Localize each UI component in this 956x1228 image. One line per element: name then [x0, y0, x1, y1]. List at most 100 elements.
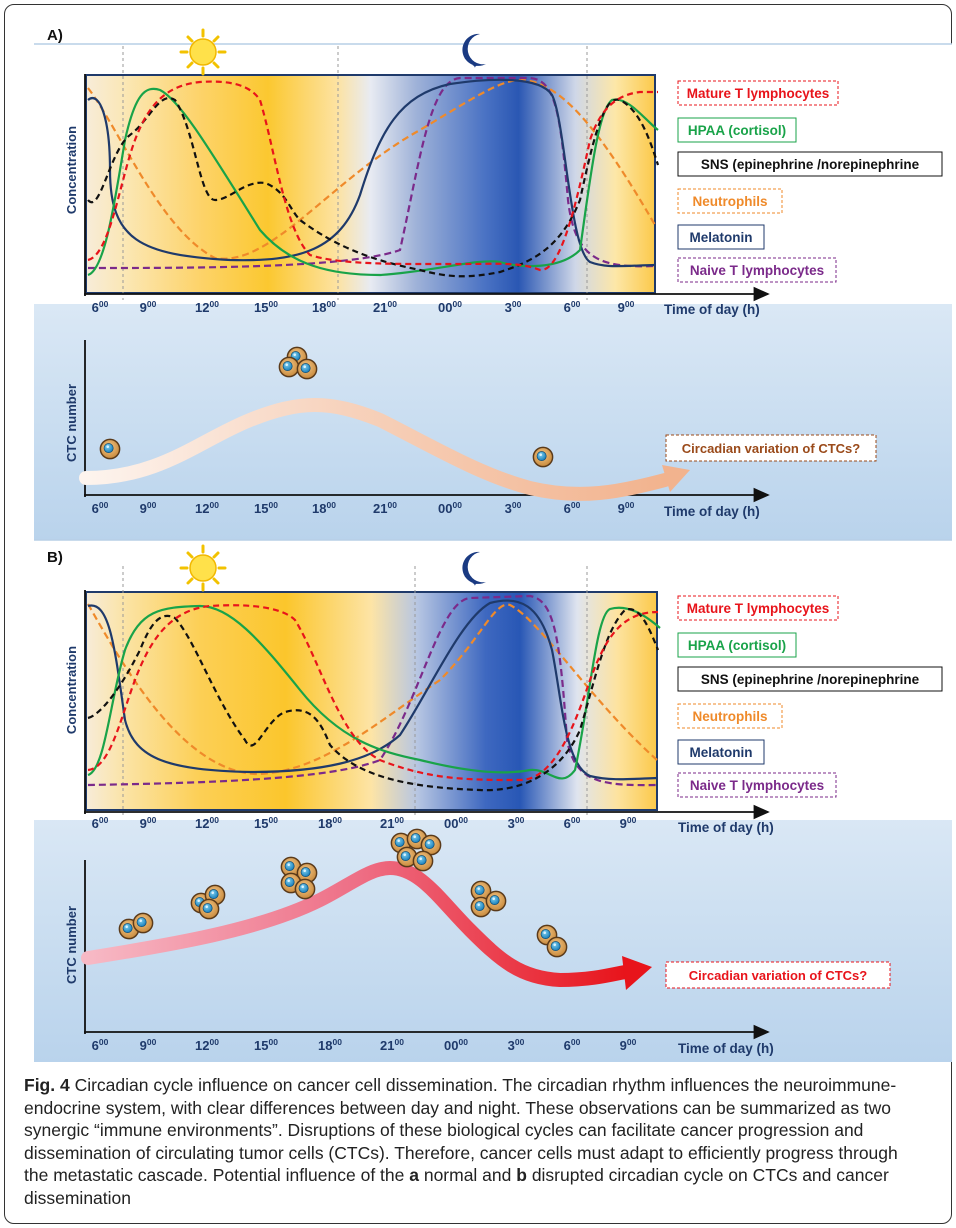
caption-text-2: normal and	[418, 1165, 517, 1185]
tick-label: 900	[618, 500, 635, 516]
legend-item: HPAA (cortisol)	[688, 123, 786, 138]
tick-label: 1800	[318, 815, 342, 831]
panel-a-ticks-top: 600 900 1200 1500 1800 2100 0000 300 600 900	[92, 299, 635, 315]
tick-label: 1800	[312, 299, 336, 315]
tumor-cell-icon	[132, 912, 154, 934]
tick-label: 300	[508, 1037, 525, 1053]
panel-a-ylabel-bottom: CTC number	[64, 384, 79, 462]
legend-box	[677, 117, 797, 143]
panel-b-ticks-top: 600 900 1200 1500 1800 2100 0000 300 600 900	[92, 815, 637, 831]
tick-label: 600	[92, 500, 109, 516]
panel-b-xlabel-bottom: Time of day (h)	[678, 1041, 774, 1056]
panel-b: B) Concentration Time of day (h) 600 900 1…	[34, 539, 952, 1062]
tumor-cell-icon	[294, 878, 316, 900]
panel-a-xlabel-top: Time of day (h)	[664, 302, 760, 317]
panel-b-ctc-question-box	[665, 961, 891, 989]
legend-item: Neutrophils	[692, 709, 767, 724]
tumor-cell-icon	[296, 358, 318, 380]
tick-label: 600	[92, 815, 109, 831]
legend-box	[677, 151, 943, 177]
tick-label: 1800	[312, 500, 336, 516]
legend-item: HPAA (cortisol)	[688, 638, 786, 653]
panel-a: A) Concentration Time of day (h) 600 900 1…	[34, 27, 952, 540]
tick-label: 1200	[195, 500, 219, 516]
panel-b-ctc-arrowhead	[622, 956, 652, 990]
legend-box	[677, 772, 837, 798]
tick-label: 1500	[254, 299, 278, 315]
tick-label: 0000	[444, 815, 468, 831]
mature-t-curve	[87, 604, 659, 782]
svg-text:✦: ✦	[464, 54, 472, 64]
panel-a-curves	[87, 76, 660, 278]
naive-t-curve	[87, 594, 658, 787]
panel-b-ctc-question: Circadian variation of CTCs?	[689, 968, 867, 983]
moon-icon: ✦ ✦	[462, 33, 486, 70]
tick-label: 0000	[444, 1037, 468, 1053]
tick-label: 900	[620, 815, 637, 831]
caption-text-3: disrupted circadian cycle on CTCs and ca…	[24, 1165, 889, 1208]
panel-b-ctc-curve	[81, 860, 632, 988]
tick-label: 300	[505, 500, 522, 516]
panel-b-ylabel-bottom: CTC number	[64, 906, 79, 984]
tick-label: 2100	[373, 299, 397, 315]
panel-b-xlabel-top: Time of day (h)	[678, 820, 774, 835]
caption-fig-label: Fig. 4	[24, 1075, 70, 1095]
tick-label: 600	[92, 1037, 109, 1053]
panel-a-ctc-question-box	[665, 434, 877, 462]
legend-box	[677, 666, 943, 692]
tick-label: 900	[140, 1037, 157, 1053]
legend-item: SNS (epinephrine /norepinephrine	[701, 157, 920, 172]
tick-label: 600	[564, 1037, 581, 1053]
tick-label: 600	[564, 500, 581, 516]
sns-curve	[87, 96, 660, 278]
panel-b-daynight-box	[85, 591, 658, 811]
tick-label: 2100	[373, 500, 397, 516]
legend-box	[677, 595, 839, 621]
panel-a-label: A)	[47, 27, 63, 44]
legend-item: Mature T lymphocytes	[687, 86, 830, 101]
neutrophils-curve	[87, 603, 658, 776]
tick-label: 900	[140, 815, 157, 831]
legend-box	[677, 188, 783, 214]
melatonin-curve	[87, 78, 656, 268]
legend-item: Mature T lymphocytes	[687, 601, 830, 616]
legend-item: Naive T lymphocytes	[690, 263, 824, 278]
tick-label: 600	[92, 299, 109, 315]
tick-label: 1200	[195, 299, 219, 315]
tumor-cell-icon	[412, 850, 434, 872]
legend-box	[677, 632, 797, 658]
melatonin-curve	[87, 599, 658, 781]
legend-item: SNS (epinephrine /norepinephrine	[701, 672, 920, 687]
legend-item: Melatonin	[690, 230, 753, 245]
tick-label: 2100	[380, 815, 404, 831]
sns-curve	[87, 608, 660, 792]
tumor-cell-icon	[485, 890, 507, 912]
caption-b: b	[516, 1165, 527, 1185]
tick-label: 300	[508, 815, 525, 831]
panel-a-xlabel-bottom: Time of day (h)	[664, 504, 760, 519]
tick-label: 900	[618, 299, 635, 315]
panel-a-ctc-question: Circadian variation of CTCs?	[682, 441, 860, 456]
tick-label: 1200	[195, 815, 219, 831]
mature-t-curve	[87, 80, 658, 272]
legend-box	[677, 703, 783, 729]
hpaa-curve	[87, 87, 659, 277]
tick-label: 1800	[318, 1037, 342, 1053]
legend-item: Neutrophils	[692, 194, 767, 209]
figure-caption: Fig. 4 Circadian cycle influence on canc…	[24, 1074, 924, 1209]
panel-a-ticks-bottom: 600 900 1200 1500 1800 2100 0000 300 600 900	[92, 500, 635, 516]
panel-b-legend: Mature T lymphocytes HPAA (cortisol) SNS (…	[677, 595, 943, 798]
svg-text:✦: ✦	[472, 62, 478, 70]
tick-label: 600	[564, 299, 581, 315]
tick-label: 1500	[254, 500, 278, 516]
tumor-cell-icon	[278, 356, 300, 378]
tumor-cell-icon	[532, 446, 554, 468]
panel-a-daynight-box	[85, 74, 656, 294]
legend-box	[677, 257, 837, 283]
tumor-cell-icon	[546, 936, 568, 958]
caption-text-1: Circadian cycle influence on cancer cell…	[24, 1075, 898, 1185]
tick-label: 300	[505, 299, 522, 315]
panel-a-legend: Mature T lymphocytes HPAA (cortisol) SNS (…	[677, 80, 943, 283]
svg-text:✦: ✦	[472, 580, 478, 588]
tick-label: 600	[564, 815, 581, 831]
